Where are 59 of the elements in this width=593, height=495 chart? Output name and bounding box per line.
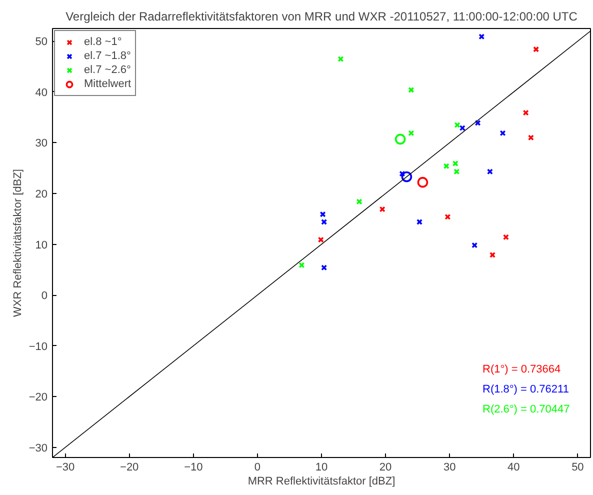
point	[533, 46, 540, 52]
x-tick-label: 40	[508, 462, 520, 474]
point	[416, 218, 423, 225]
x-tick-label: 50	[572, 462, 584, 474]
point	[321, 264, 328, 271]
point	[318, 236, 324, 243]
point	[452, 160, 458, 167]
point	[486, 168, 493, 175]
point	[338, 56, 344, 62]
chart-title: Vergleich der Radarreflektivitätsfaktoren von MRR und WXR -20110527, 11:00:00-12:00:00 UTC	[66, 10, 578, 24]
point	[320, 211, 326, 218]
legend-label: el.7 ~1.8°	[84, 49, 131, 63]
x-tick-label: −10	[184, 462, 203, 474]
point	[478, 34, 485, 40]
x-tick-label: 10	[315, 462, 328, 474]
point	[443, 163, 450, 170]
annotation: R(2.6°) = 0.70447	[482, 404, 570, 416]
annotation: R(1.8°) = 0.76211	[482, 384, 569, 396]
y-tick-label: 0	[41, 290, 48, 302]
x-axis-title: MRR Reflektivitätsfaktor [dBZ]	[248, 476, 396, 488]
y-tick-label: 50	[35, 36, 48, 48]
point	[379, 206, 386, 212]
annotation: R(1°) = 0.73664	[482, 364, 561, 376]
point	[321, 218, 328, 225]
point	[408, 130, 414, 136]
point	[408, 86, 414, 93]
legend-label: Mittelwert	[84, 77, 132, 91]
x-tick-label: 0	[254, 462, 261, 474]
y-tick-label: 10	[35, 239, 48, 252]
y-tick-label: −30	[28, 442, 48, 454]
point	[417, 176, 428, 188]
y-tick-label: 20	[35, 188, 48, 200]
legend-label: el.7 ~2.6°	[84, 63, 131, 77]
point	[444, 214, 451, 220]
point	[401, 171, 412, 182]
y-tick-label: 40	[35, 86, 48, 99]
point	[399, 170, 406, 177]
point	[474, 120, 481, 126]
y-tick-label: −20	[28, 392, 48, 404]
x-tick-label: 20	[379, 462, 392, 474]
x-tick-label: −30	[56, 462, 75, 474]
point	[500, 130, 506, 136]
y-axis-title: WXR Reflektivitätsfaktor [dBZ]	[12, 169, 24, 317]
x-tick-label: 30	[443, 462, 456, 474]
y-tick-label: 30	[35, 138, 48, 150]
point	[454, 168, 460, 175]
legend-label: el.8 ~1°	[84, 35, 122, 49]
point	[502, 234, 509, 240]
x-tick-label: −20	[120, 462, 139, 474]
point	[459, 124, 466, 132]
point	[489, 252, 496, 258]
point	[454, 122, 460, 128]
point	[522, 110, 529, 116]
y-tick-label: −10	[28, 340, 48, 353]
point	[394, 134, 406, 145]
point	[298, 262, 305, 268]
point	[356, 198, 362, 205]
point	[472, 242, 478, 248]
point	[528, 134, 534, 141]
